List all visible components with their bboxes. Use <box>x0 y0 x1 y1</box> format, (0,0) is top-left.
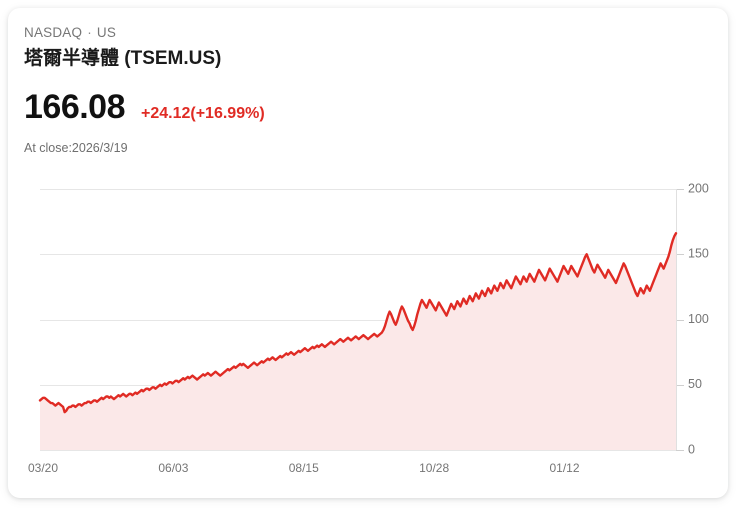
chart-tickmarks <box>676 189 684 451</box>
price-row: 166.08 +24.12(+16.99%) <box>24 88 712 126</box>
y-tick-label: 150 <box>688 247 709 261</box>
price-line <box>38 232 678 414</box>
y-tick-label: 100 <box>688 312 709 326</box>
y-tick-label: 200 <box>688 181 709 195</box>
exchange-row: NASDAQ · US <box>24 24 712 42</box>
y-tick-label: 0 <box>688 442 695 456</box>
y-tick-label: 50 <box>688 377 702 391</box>
x-tick-label: 06/03 <box>158 461 188 475</box>
x-tick-label: 10/28 <box>419 461 449 475</box>
page-title: 塔爾半導體 (TSEM.US) <box>24 48 222 69</box>
exchange-region: US <box>96 25 117 40</box>
exchange-separator: · <box>87 25 92 40</box>
price-area-fill <box>40 233 676 450</box>
current-price: 166.08 <box>24 88 126 126</box>
stock-quote-card: NASDAQ · US 塔爾半導體 (TSEM.US) 166.08 +24.12(… <box>8 8 728 498</box>
quote-header: NASDAQ · US 塔爾半導體 (TSEM.US) 166.08 +24.12(… <box>24 24 712 156</box>
x-tick-label: 03/20 <box>28 461 58 475</box>
exchange-name: NASDAQ <box>24 25 83 40</box>
x-tick-label: 08/15 <box>289 461 319 475</box>
x-tick-label: 01/12 <box>550 461 580 475</box>
price-chart-svg[interactable]: 200 150 100 50 0 03/20 06/03 08/15 10/28 01/12 <box>8 168 728 488</box>
price-chart[interactable]: 200 150 100 50 0 03/20 06/03 08/15 10/28 01/12 <box>8 168 728 488</box>
price-change: +24.12(+16.99%) <box>141 105 265 122</box>
x-axis-labels: 03/20 06/03 08/15 10/28 01/12 <box>28 461 580 475</box>
y-axis-labels: 200 150 100 50 0 <box>688 181 709 456</box>
close-timestamp: At close:2026/3/19 <box>24 141 128 155</box>
